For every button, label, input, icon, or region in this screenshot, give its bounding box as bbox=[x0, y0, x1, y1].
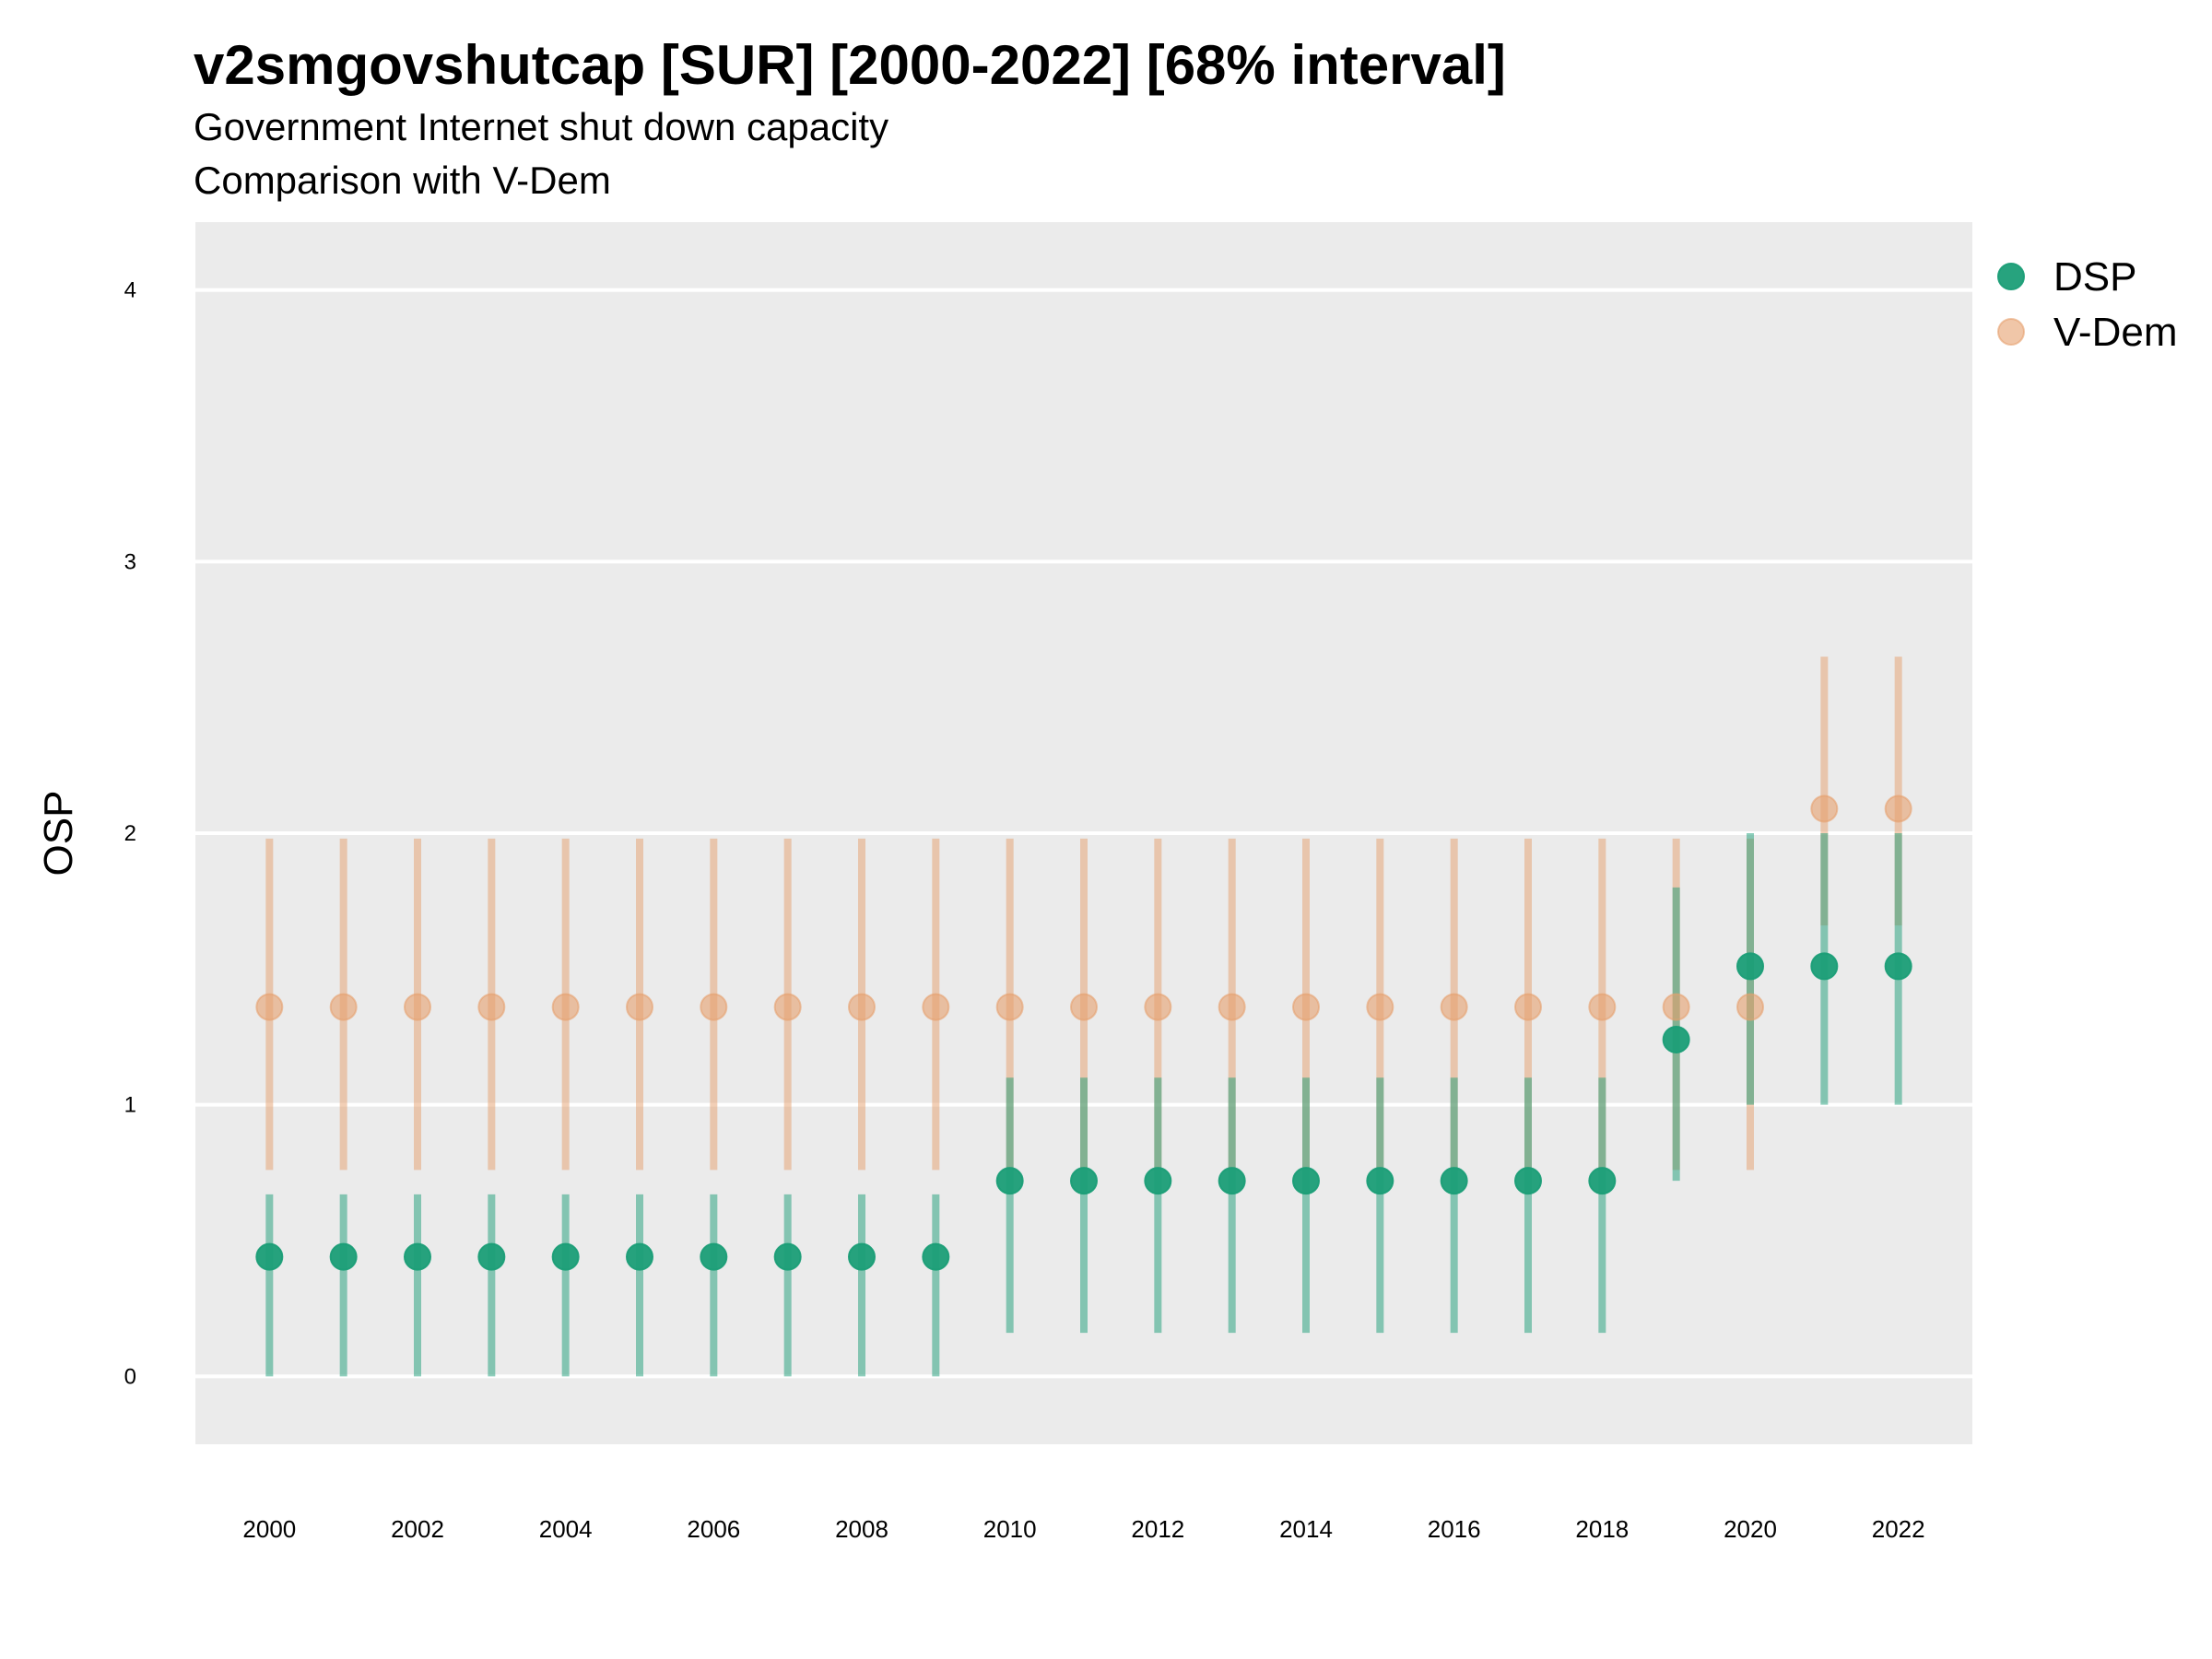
dsp-point-2007 bbox=[773, 1242, 802, 1271]
v-dem-point-2013 bbox=[1218, 993, 1246, 1021]
x-tick-label-2010: 2010 bbox=[983, 1515, 1037, 1543]
dsp-point-2018 bbox=[1588, 1167, 1617, 1195]
x-tick-label-2022: 2022 bbox=[1872, 1515, 1925, 1543]
v-dem-point-2003 bbox=[477, 993, 506, 1021]
chart-subtitle-line-2: Comparison with V-Dem bbox=[194, 159, 611, 202]
dsp-point-2020 bbox=[1736, 952, 1764, 981]
v-dem-point-2022 bbox=[1884, 794, 1912, 823]
dsp-point-2006 bbox=[700, 1242, 728, 1271]
x-tick-label-2012: 2012 bbox=[1131, 1515, 1184, 1543]
v-dem-point-2006 bbox=[700, 993, 728, 1021]
v-dem-point-2020 bbox=[1736, 993, 1764, 1021]
dsp-point-2016 bbox=[1440, 1167, 1468, 1195]
dsp-point-2014 bbox=[1292, 1167, 1320, 1195]
data-points bbox=[255, 794, 1912, 1271]
v-dem-point-2010 bbox=[995, 993, 1024, 1021]
dsp-point-2001 bbox=[329, 1242, 358, 1271]
v-dem-point-2000 bbox=[255, 993, 284, 1021]
dsp-point-2003 bbox=[477, 1242, 506, 1271]
x-tick-label-2004: 2004 bbox=[539, 1515, 593, 1543]
x-tick-label-2016: 2016 bbox=[1428, 1515, 1481, 1543]
y-axis-ticks: 0 1 2 3 4 bbox=[124, 278, 136, 1390]
dsp-point-2017 bbox=[1514, 1167, 1542, 1195]
dsp-point-2013 bbox=[1218, 1167, 1246, 1195]
v-dem-point-2009 bbox=[922, 993, 950, 1021]
dsp-point-2021 bbox=[1810, 952, 1839, 981]
y-tick-label-3: 3 bbox=[124, 549, 136, 574]
dsp-point-2002 bbox=[404, 1242, 431, 1271]
y-tick-label-0: 0 bbox=[124, 1364, 136, 1389]
legend-key-dsp bbox=[1997, 263, 2025, 290]
legend-label-v-dem: V-Dem bbox=[2053, 310, 2177, 355]
x-tick-label-2002: 2002 bbox=[391, 1515, 444, 1543]
v-dem-point-2019 bbox=[1662, 993, 1690, 1021]
dsp-point-2005 bbox=[626, 1242, 653, 1271]
dsp-point-2009 bbox=[922, 1242, 950, 1271]
x-tick-label-2020: 2020 bbox=[1724, 1515, 1777, 1543]
y-axis-label: OSP bbox=[36, 791, 81, 877]
v-dem-point-2017 bbox=[1514, 993, 1542, 1021]
v-dem-point-2014 bbox=[1292, 993, 1320, 1021]
x-tick-label-2014: 2014 bbox=[1279, 1515, 1333, 1543]
legend: DSP V-Dem bbox=[1997, 254, 2177, 355]
chart-title: v2smgovshutcap [SUR] [2000-2022] [68% in… bbox=[194, 34, 1506, 96]
v-dem-point-2018 bbox=[1588, 993, 1617, 1021]
chart-subtitle-line-1: Government Internet shut down capacity bbox=[194, 105, 889, 148]
v-dem-point-2002 bbox=[404, 993, 431, 1021]
v-dem-point-2005 bbox=[626, 993, 653, 1021]
v-dem-point-2015 bbox=[1366, 993, 1394, 1021]
dsp-point-2019 bbox=[1662, 1025, 1690, 1053]
dsp-point-2000 bbox=[255, 1242, 284, 1271]
v-dem-point-2004 bbox=[551, 993, 580, 1021]
x-tick-label-2000: 2000 bbox=[242, 1515, 296, 1543]
dsp-point-2012 bbox=[1144, 1167, 1172, 1195]
x-tick-label-2008: 2008 bbox=[835, 1515, 888, 1543]
dsp-point-2022 bbox=[1884, 952, 1912, 981]
x-tick-label-2018: 2018 bbox=[1575, 1515, 1629, 1543]
v-dem-point-2012 bbox=[1144, 993, 1172, 1021]
v-dem-point-2016 bbox=[1440, 993, 1468, 1021]
legend-label-dsp: DSP bbox=[2053, 254, 2136, 300]
dsp-point-2004 bbox=[551, 1242, 580, 1271]
x-axis-ticks: 2000 2002 2004 2006 2008 2010 2012 2014 2016 2018… bbox=[242, 1515, 1924, 1543]
dsp-point-2008 bbox=[848, 1242, 876, 1271]
y-tick-label-2: 2 bbox=[124, 821, 136, 846]
v-dem-point-2011 bbox=[1070, 993, 1098, 1021]
v-dem-point-2008 bbox=[848, 993, 876, 1021]
legend-key-v-dem bbox=[1997, 318, 2025, 346]
y-tick-label-1: 1 bbox=[124, 1093, 136, 1118]
dsp-point-2015 bbox=[1366, 1167, 1394, 1195]
x-tick-label-2006: 2006 bbox=[687, 1515, 740, 1543]
dsp-point-2011 bbox=[1070, 1167, 1098, 1195]
v-dem-point-2021 bbox=[1810, 794, 1839, 823]
v-dem-point-2001 bbox=[329, 993, 358, 1021]
v-dem-point-2007 bbox=[773, 993, 802, 1021]
dsp-point-2010 bbox=[995, 1167, 1024, 1195]
y-tick-label-4: 4 bbox=[124, 278, 136, 303]
